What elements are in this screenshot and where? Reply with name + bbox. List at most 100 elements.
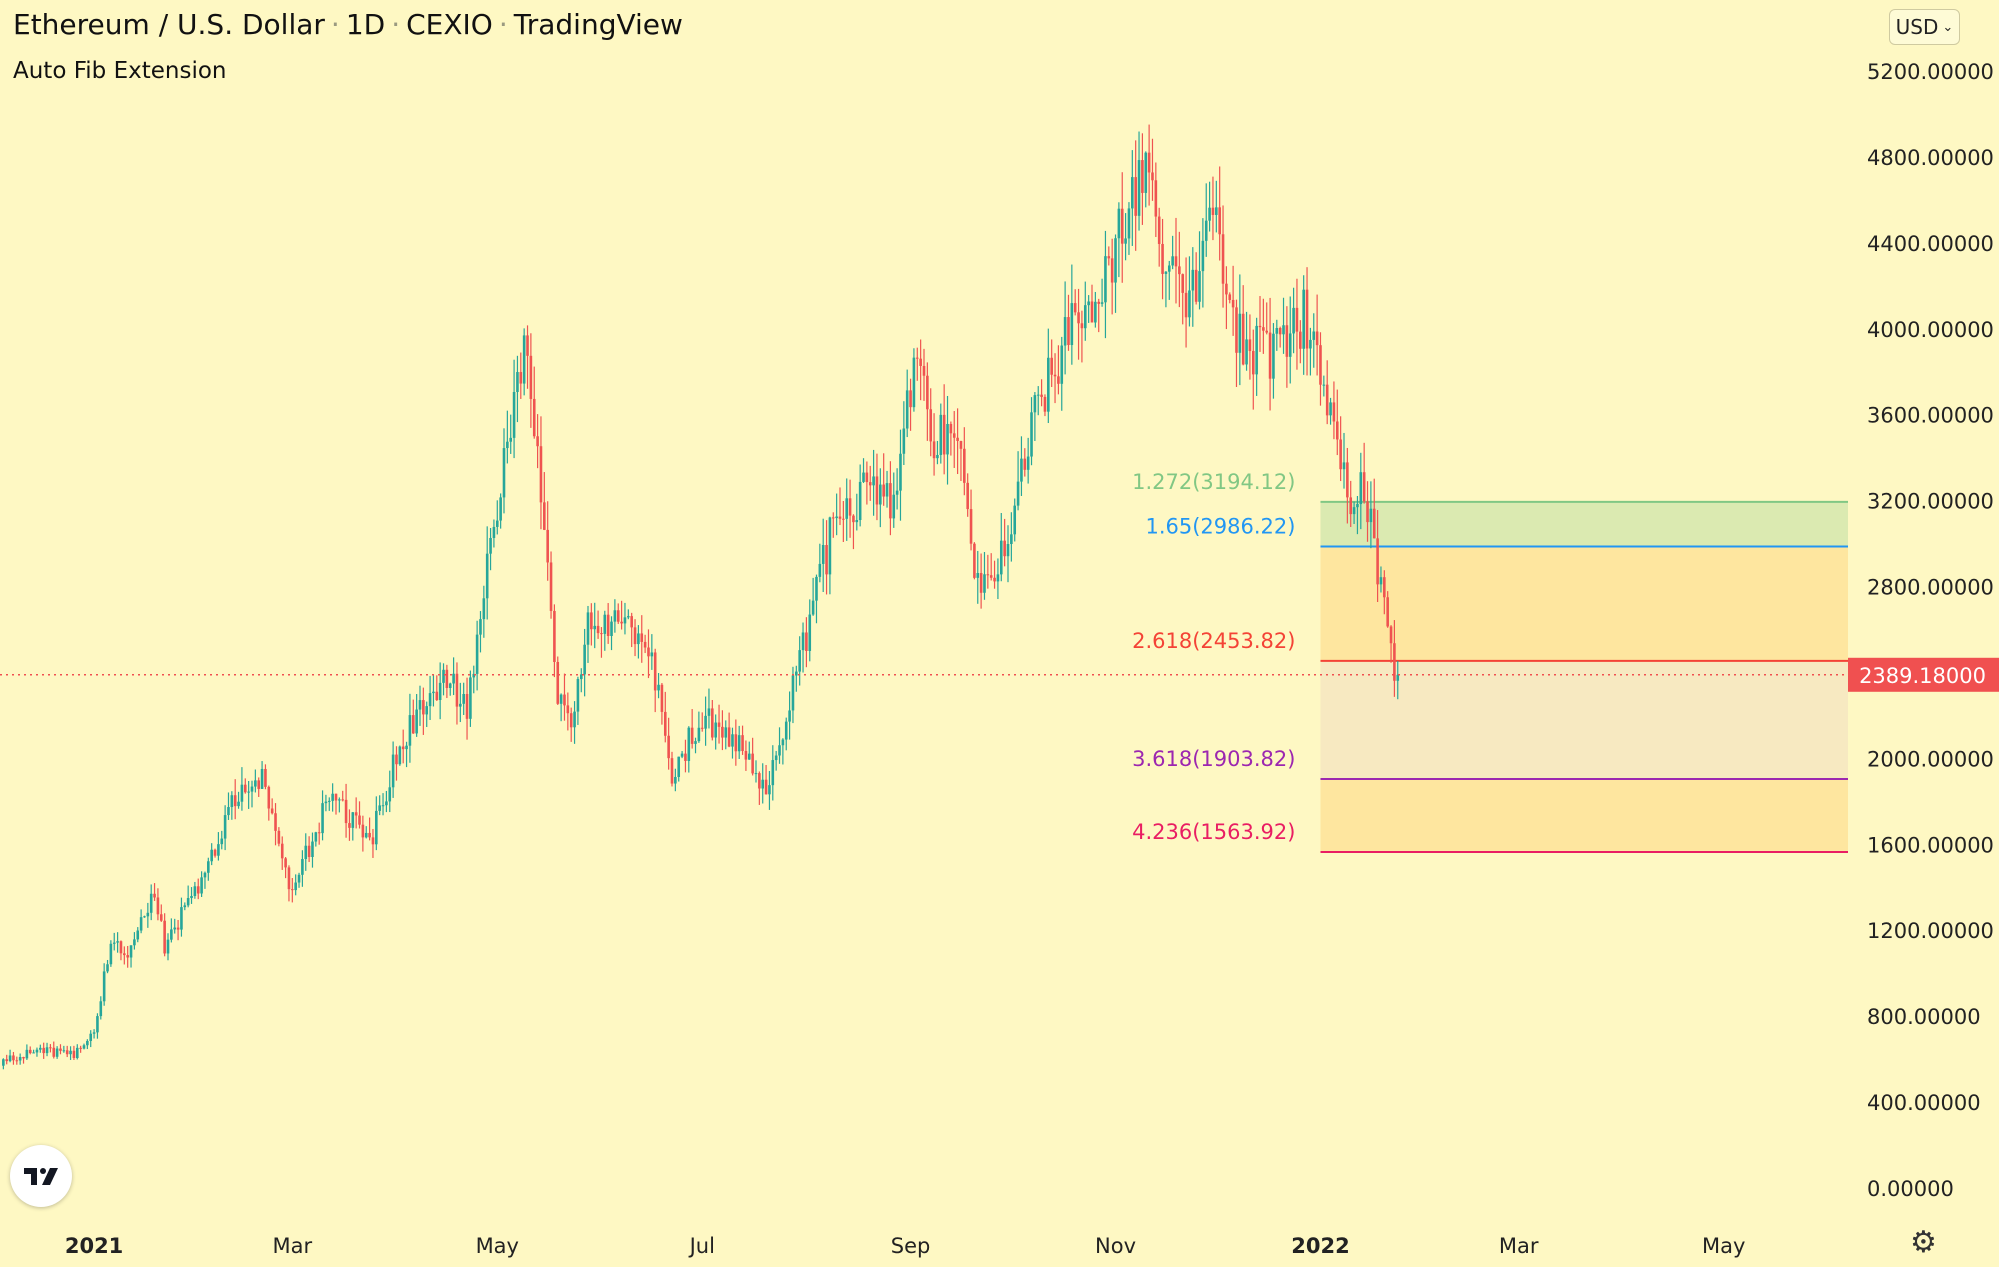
- candle-body: [1141, 160, 1144, 193]
- candle-body: [1315, 331, 1319, 346]
- candle-body: [805, 632, 808, 651]
- candle-body: [1010, 534, 1013, 545]
- candle-body: [647, 647, 650, 657]
- candle-body: [774, 755, 778, 761]
- candle-body: [442, 669, 445, 683]
- y-axis-tick-label: 4000.00000: [1867, 318, 1994, 342]
- candle-body: [190, 896, 193, 899]
- candle-body: [388, 787, 392, 802]
- fib-zone-band: [1320, 660, 1848, 780]
- candle-body: [831, 517, 835, 519]
- candle-body: [139, 917, 143, 931]
- y-axis-tick-label: 2800.00000: [1867, 576, 1994, 600]
- candle-body: [1144, 152, 1148, 193]
- candle-body: [1211, 207, 1215, 215]
- candle-body: [613, 610, 617, 622]
- candle-body: [257, 780, 261, 789]
- candle-body: [825, 545, 828, 575]
- candle-body: [227, 807, 230, 816]
- candle-body: [1154, 180, 1158, 217]
- candle-body: [1379, 577, 1383, 585]
- fib-zone-band: [1320, 501, 1848, 547]
- candle-body: [445, 669, 449, 688]
- gear-icon[interactable]: ⚙: [1910, 1225, 1937, 1260]
- candle-body: [314, 832, 318, 842]
- candle-body: [1275, 328, 1279, 334]
- candle-body: [45, 1047, 49, 1054]
- candle-body: [677, 756, 681, 777]
- candle-body: [1325, 384, 1329, 416]
- candle-body: [435, 691, 439, 700]
- candle-body: [351, 812, 355, 828]
- candle-body: [482, 598, 486, 620]
- candle-body: [700, 727, 704, 729]
- candle-body: [512, 392, 516, 438]
- candle-body: [1282, 325, 1285, 335]
- candle-body: [999, 540, 1003, 575]
- candle-body: [321, 803, 324, 834]
- candle-body: [1359, 472, 1363, 505]
- fib-level-label: 1.65(2986.22): [1145, 515, 1295, 539]
- candle-body: [59, 1048, 62, 1051]
- candle-body: [1369, 508, 1373, 523]
- candle-body: [657, 684, 660, 691]
- candle-body: [173, 927, 177, 930]
- candle-body: [546, 529, 549, 563]
- candle-body: [1339, 439, 1342, 470]
- candle-body: [32, 1052, 35, 1054]
- candle-body: [519, 372, 523, 384]
- candle-body: [737, 735, 741, 752]
- candle-body: [1292, 307, 1295, 334]
- candle-body: [815, 576, 818, 601]
- candle-body: [1174, 256, 1178, 267]
- candle-body: [687, 727, 691, 761]
- candle-body: [5, 1059, 9, 1062]
- candle-body: [650, 652, 654, 657]
- candle-body: [539, 446, 543, 503]
- candle-body: [667, 735, 670, 759]
- symbol-name[interactable]: Ethereum / U.S. Dollar: [13, 8, 325, 41]
- candle-body: [492, 526, 496, 538]
- candle-body: [606, 614, 610, 636]
- candle-body: [1235, 307, 1238, 353]
- currency-button[interactable]: USD ⌄: [1889, 9, 1960, 45]
- candle-body: [674, 776, 677, 784]
- candle-body: [704, 715, 707, 729]
- x-axis-tick-label: Jul: [688, 1234, 715, 1258]
- candle-body: [1295, 307, 1299, 332]
- candle-body: [196, 886, 200, 894]
- candle-body: [590, 612, 593, 630]
- candle-body: [600, 633, 603, 635]
- interval-label[interactable]: 1D: [345, 8, 386, 41]
- last-price-badge: [1848, 657, 1999, 692]
- candle-body: [1067, 317, 1070, 346]
- tradingview-logo-icon[interactable]: [10, 1145, 72, 1207]
- indicator-label[interactable]: Auto Fib Extension: [13, 58, 227, 84]
- candle-body: [324, 801, 328, 804]
- candle-body: [243, 784, 247, 793]
- candle-body: [176, 927, 180, 930]
- candle-body: [438, 682, 442, 700]
- candle-body: [721, 726, 724, 738]
- candle-body: [872, 476, 875, 486]
- y-axis-tick-label: 800.00000: [1867, 1005, 1981, 1029]
- candle-body: [391, 754, 395, 788]
- candle-body: [65, 1050, 69, 1055]
- candle-body: [375, 810, 378, 845]
- candle-body: [408, 715, 412, 746]
- candle-body: [1389, 626, 1393, 644]
- candle-body: [1184, 292, 1188, 318]
- candle-body: [62, 1050, 66, 1052]
- candle-body: [82, 1045, 86, 1049]
- candle-body: [1319, 345, 1322, 385]
- candle-body: [623, 617, 627, 624]
- x-axis-tick-label: Mar: [273, 1234, 313, 1258]
- candle-body: [1198, 271, 1201, 302]
- candle-body: [422, 700, 425, 715]
- candle-body: [1070, 303, 1074, 346]
- candle-body: [72, 1050, 76, 1059]
- candle-body: [1131, 177, 1134, 209]
- candle-body: [751, 753, 754, 774]
